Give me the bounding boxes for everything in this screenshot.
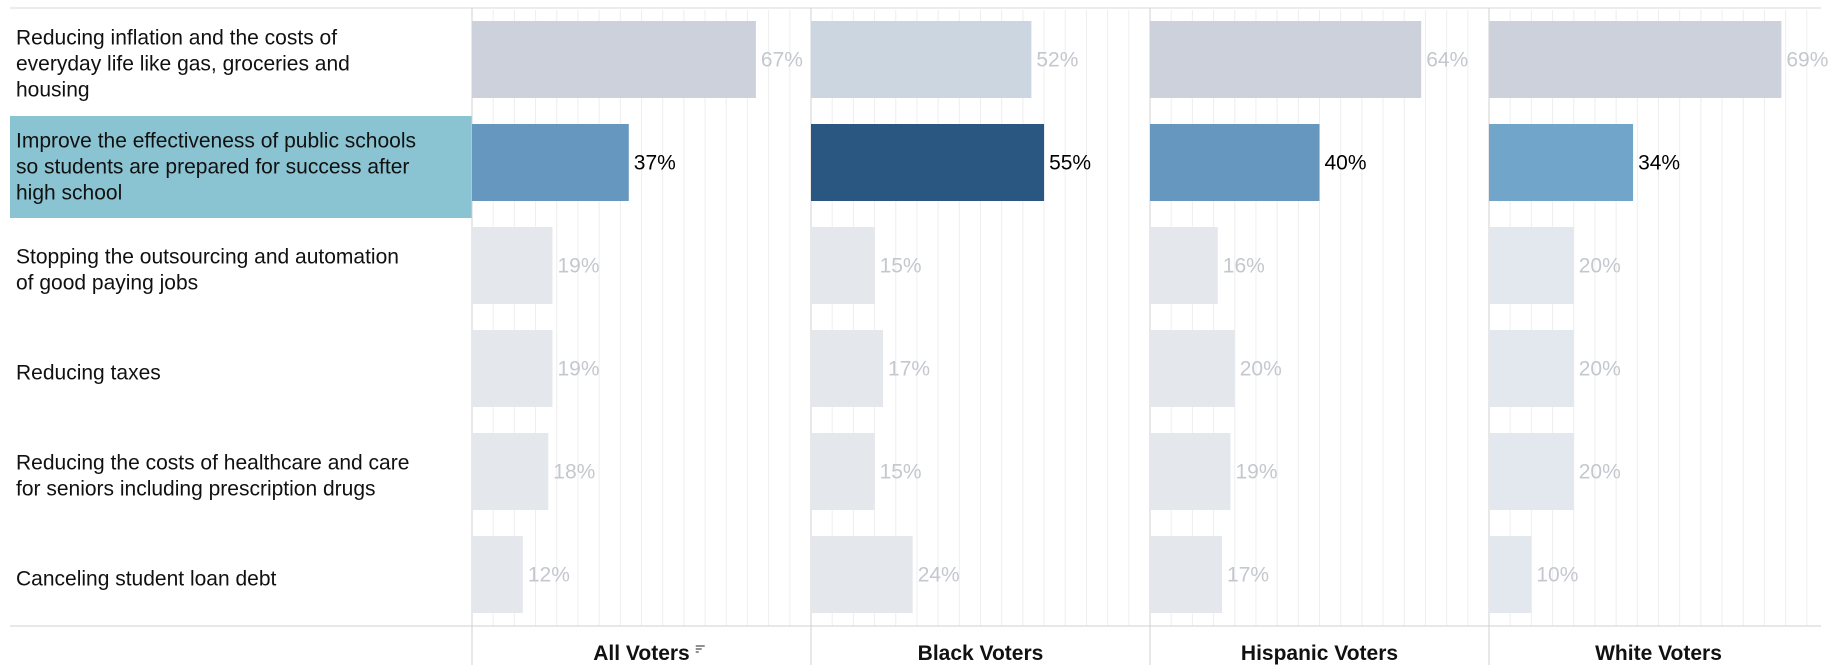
data-label: 16% bbox=[1223, 255, 1265, 278]
bar bbox=[472, 124, 629, 201]
highlighted-row-background bbox=[10, 116, 472, 218]
bar bbox=[1489, 330, 1574, 407]
data-label: 34% bbox=[1638, 152, 1680, 175]
category-label: Reducing the costs of healthcare and car… bbox=[16, 452, 409, 501]
bar bbox=[1150, 536, 1223, 613]
bar bbox=[1150, 124, 1320, 201]
data-label: 15% bbox=[880, 255, 922, 278]
category-label: Reducing inflation and the costs of every… bbox=[16, 27, 350, 102]
column-header: Black Voters bbox=[918, 642, 1044, 665]
data-label: 64% bbox=[1426, 49, 1468, 72]
data-label: 20% bbox=[1579, 461, 1621, 484]
data-label: 52% bbox=[1036, 49, 1078, 72]
bar bbox=[811, 227, 875, 304]
bar bbox=[811, 124, 1045, 201]
bar bbox=[472, 536, 523, 613]
data-label: 10% bbox=[1536, 564, 1578, 587]
bar bbox=[1489, 124, 1634, 201]
data-label: 40% bbox=[1325, 152, 1367, 175]
data-label: 20% bbox=[1579, 255, 1621, 278]
bar bbox=[472, 433, 549, 510]
bar bbox=[1150, 330, 1235, 407]
sort-descending-icon[interactable] bbox=[695, 645, 705, 653]
data-label: 24% bbox=[918, 564, 960, 587]
column-header: White Voters bbox=[1595, 642, 1722, 665]
category-label: Reducing taxes bbox=[16, 362, 161, 385]
bar bbox=[811, 433, 875, 510]
bar bbox=[1489, 227, 1574, 304]
data-label: 55% bbox=[1049, 152, 1091, 175]
bar bbox=[811, 330, 884, 407]
data-label: 19% bbox=[558, 358, 600, 381]
bar bbox=[1150, 227, 1218, 304]
bar bbox=[472, 330, 553, 407]
data-label: 15% bbox=[880, 461, 922, 484]
data-label: 37% bbox=[634, 152, 676, 175]
data-label: 69% bbox=[1786, 49, 1828, 72]
bar bbox=[811, 21, 1032, 98]
bar bbox=[1489, 433, 1574, 510]
data-label: 17% bbox=[1227, 564, 1269, 587]
data-label: 20% bbox=[1579, 358, 1621, 381]
bar bbox=[1489, 536, 1532, 613]
data-label: 19% bbox=[558, 255, 600, 278]
bar bbox=[472, 227, 553, 304]
column-header: Hispanic Voters bbox=[1241, 642, 1398, 665]
category-label: Improve the effectiveness of public scho… bbox=[16, 130, 416, 205]
data-label: 67% bbox=[761, 49, 803, 72]
bar bbox=[1150, 433, 1231, 510]
bar bbox=[811, 536, 913, 613]
category-label: Canceling student loan debt bbox=[16, 568, 277, 591]
data-label: 20% bbox=[1240, 358, 1282, 381]
bar bbox=[1489, 21, 1782, 98]
bar bbox=[1150, 21, 1422, 98]
category-label: Stopping the outsourcing and automation o… bbox=[16, 246, 399, 295]
data-label: 18% bbox=[553, 461, 595, 484]
data-label: 12% bbox=[528, 564, 570, 587]
bar bbox=[472, 21, 756, 98]
column-header: All Voters bbox=[593, 642, 689, 665]
data-label: 19% bbox=[1236, 461, 1278, 484]
data-label: 17% bbox=[888, 358, 930, 381]
